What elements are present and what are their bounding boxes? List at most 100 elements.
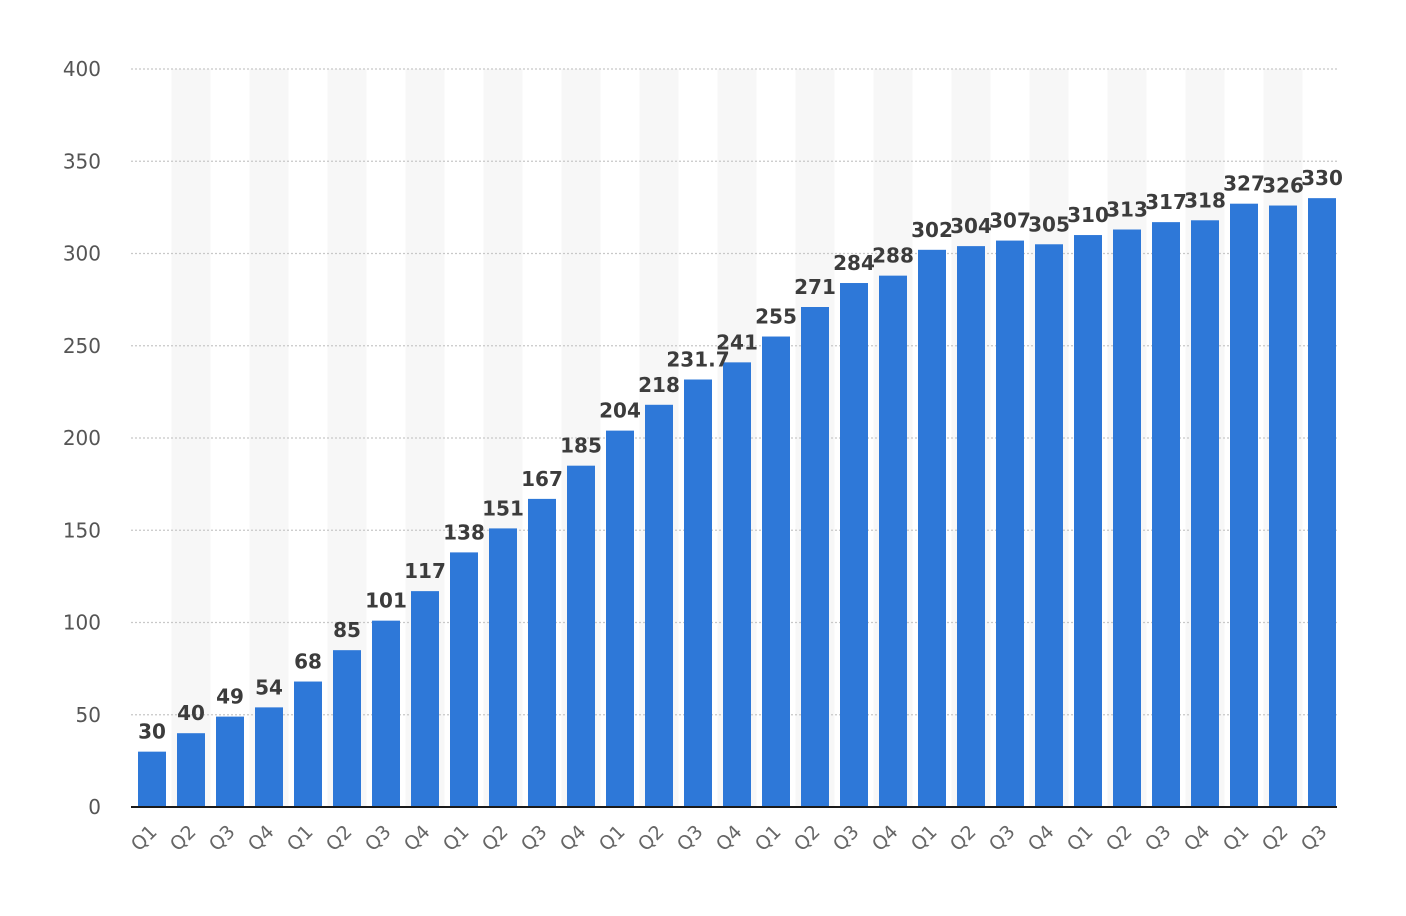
bar[interactable] (762, 336, 790, 807)
bar[interactable] (450, 552, 478, 807)
x-tick-label: Q2 (1258, 821, 1293, 856)
data-label: 218 (638, 373, 680, 397)
bar[interactable] (411, 591, 439, 807)
data-label: 241 (716, 330, 758, 354)
x-axis-ticks: Q1 Q2 Q3 Q4 Q1 Q2 Q3 Q4 Q1 Q2 Q3 Q4 Q1 Q2 Q3 Q4 Q1 Q2 Q3 Q4… (127, 821, 1332, 856)
x-tick-label: Q1 (283, 821, 318, 856)
data-label: 101 (365, 589, 407, 613)
data-label: 288 (872, 244, 914, 268)
bar[interactable] (177, 733, 205, 807)
data-label: 117 (404, 559, 446, 583)
bar[interactable] (645, 404, 673, 807)
x-tick-label: Q3 (205, 821, 240, 856)
data-label: 68 (294, 650, 322, 674)
bar[interactable] (996, 240, 1024, 807)
data-label: 304 (950, 214, 992, 238)
bar[interactable] (723, 362, 751, 807)
data-label: 284 (833, 251, 875, 275)
x-tick-label: Q3 (517, 821, 552, 856)
data-label: 138 (443, 520, 485, 544)
data-label: 271 (794, 275, 836, 299)
data-label: 54 (255, 675, 283, 699)
bar[interactable] (1230, 203, 1258, 807)
bar[interactable] (1035, 244, 1063, 807)
bar[interactable] (957, 246, 985, 807)
bar[interactable] (1308, 198, 1336, 807)
x-tick-label: Q3 (1297, 821, 1332, 856)
x-tick-label: Q2 (946, 821, 981, 856)
bar[interactable] (216, 716, 244, 807)
data-label: 167 (521, 467, 563, 491)
x-tick-label: Q3 (985, 821, 1020, 856)
bar[interactable] (1152, 222, 1180, 807)
x-tick-label: Q3 (673, 821, 708, 856)
bar[interactable] (879, 275, 907, 807)
data-label: 317 (1145, 190, 1187, 214)
data-label: 330 (1301, 166, 1343, 190)
data-label: 318 (1184, 188, 1226, 212)
bar[interactable] (840, 283, 868, 807)
bar[interactable] (801, 307, 829, 807)
bar[interactable] (918, 249, 946, 807)
bar[interactable] (372, 620, 400, 807)
y-tick-label: 400 (63, 57, 101, 81)
bars (138, 198, 1336, 808)
x-tick-label: Q4 (1024, 821, 1059, 856)
x-tick-label: Q2 (790, 821, 825, 856)
data-label: 302 (911, 218, 953, 242)
bar[interactable] (606, 430, 634, 807)
y-tick-label: 350 (63, 149, 101, 173)
bar[interactable] (684, 379, 712, 807)
y-tick-label: 100 (63, 611, 101, 635)
x-tick-label: Q4 (868, 821, 903, 856)
x-tick-label: Q1 (439, 821, 474, 856)
x-tick-label: Q1 (907, 821, 942, 856)
bar[interactable] (567, 465, 595, 807)
bar[interactable] (294, 681, 322, 807)
bar[interactable] (138, 751, 166, 807)
data-label: 307 (989, 209, 1031, 233)
data-label: 326 (1262, 174, 1304, 198)
bar[interactable] (1269, 205, 1297, 807)
data-label: 255 (755, 305, 797, 329)
bar[interactable] (489, 528, 517, 807)
data-label: 30 (138, 720, 166, 744)
x-tick-label: Q2 (634, 821, 669, 856)
data-label: 305 (1028, 212, 1070, 236)
x-tick-label: Q3 (829, 821, 864, 856)
data-label: 40 (177, 701, 205, 725)
bar[interactable] (1074, 235, 1102, 808)
y-tick-label: 200 (63, 426, 101, 450)
x-tick-label: Q4 (400, 821, 435, 856)
data-label: 310 (1067, 203, 1109, 227)
x-tick-label: Q1 (595, 821, 630, 856)
bar[interactable] (333, 650, 361, 807)
x-tick-label: Q1 (127, 821, 162, 856)
x-tick-label: Q2 (1102, 821, 1137, 856)
y-tick-label: 250 (63, 334, 101, 358)
x-tick-label: Q3 (361, 821, 396, 856)
bar[interactable] (1113, 229, 1141, 807)
x-tick-label: Q4 (712, 821, 747, 856)
x-tick-label: Q2 (166, 821, 201, 856)
data-label: 313 (1106, 198, 1148, 222)
data-label: 204 (599, 399, 641, 423)
x-tick-label: Q1 (751, 821, 786, 856)
bar[interactable] (255, 707, 283, 807)
bar[interactable] (528, 498, 556, 807)
data-label: 151 (482, 496, 524, 520)
y-tick-label: 150 (63, 518, 101, 542)
x-tick-label: Q2 (322, 821, 357, 856)
y-axis-ticks: 0 50 100 150 200 250 300 350 400 (63, 57, 101, 819)
x-tick-label: Q4 (556, 821, 591, 856)
y-tick-label: 50 (76, 703, 101, 727)
y-tick-label: 0 (88, 795, 101, 819)
bar[interactable] (1191, 220, 1219, 808)
x-tick-label: Q3 (1141, 821, 1176, 856)
x-tick-label: Q4 (244, 821, 279, 856)
x-tick-label: Q1 (1219, 821, 1254, 856)
y-tick-label: 300 (63, 242, 101, 266)
